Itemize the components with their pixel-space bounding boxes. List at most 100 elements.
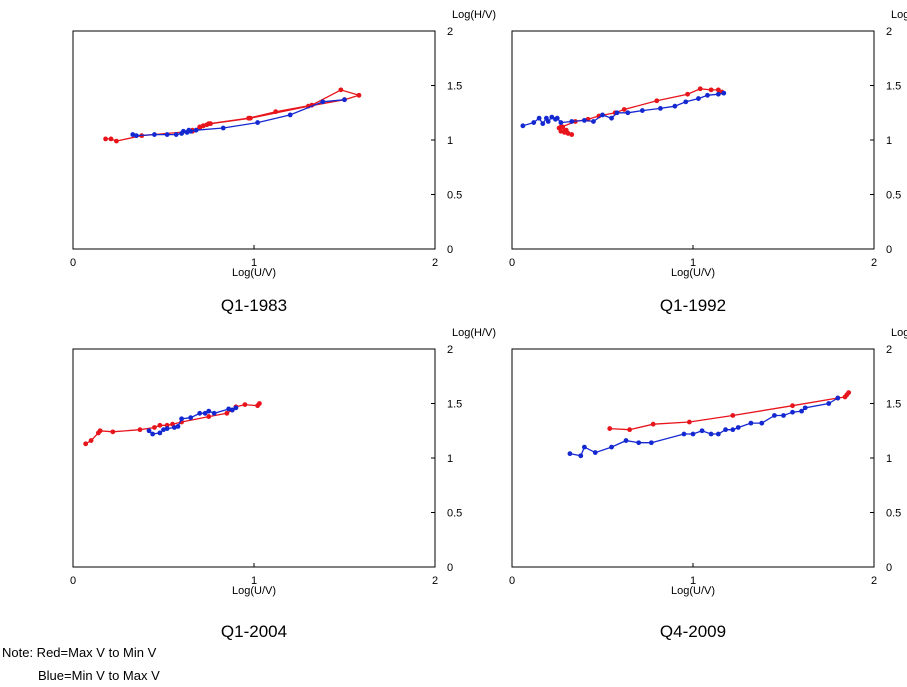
data-point-red bbox=[273, 109, 279, 115]
data-point-red bbox=[97, 428, 103, 434]
data-point-blue bbox=[625, 110, 631, 116]
data-point-blue bbox=[781, 413, 786, 418]
data-point-blue bbox=[614, 110, 620, 116]
data-point-blue bbox=[609, 115, 614, 121]
data-point-blue bbox=[690, 431, 696, 437]
y-axis-label: Log(H/V) bbox=[891, 327, 907, 339]
x-axis-label: Log(U/V) bbox=[232, 585, 276, 597]
y-tick-label: 2 bbox=[447, 344, 453, 356]
data-point-blue bbox=[708, 431, 714, 437]
data-point-red bbox=[242, 402, 248, 407]
data-point-blue bbox=[164, 426, 170, 431]
data-point-red bbox=[206, 414, 212, 419]
data-point-red bbox=[569, 132, 575, 137]
data-point-blue bbox=[545, 119, 551, 124]
data-point-blue bbox=[582, 117, 587, 123]
data-point-red bbox=[686, 419, 692, 425]
data-point-red bbox=[844, 392, 850, 398]
chart-caption: Q1-1992 bbox=[660, 296, 726, 315]
data-point-blue bbox=[133, 133, 139, 139]
data-point-red bbox=[607, 426, 613, 431]
data-point-red bbox=[356, 92, 362, 98]
data-point-blue bbox=[211, 410, 217, 416]
y-tick-label: 0.5 bbox=[886, 190, 901, 202]
data-point-blue bbox=[835, 395, 841, 401]
chart-caption: Q1-1983 bbox=[221, 296, 287, 315]
data-point-blue bbox=[672, 103, 678, 109]
y-tick-label: 2 bbox=[886, 344, 892, 356]
y-tick-label: 1.5 bbox=[447, 81, 462, 93]
data-point-red bbox=[88, 438, 94, 443]
data-point-blue bbox=[540, 121, 546, 127]
data-point-blue bbox=[233, 405, 239, 411]
series-line-red bbox=[105, 89, 362, 142]
y-tick-label: 2 bbox=[447, 26, 453, 38]
data-point-blue bbox=[681, 431, 687, 437]
y-tick-label: 1 bbox=[886, 135, 892, 147]
data-point-blue bbox=[636, 440, 642, 446]
data-point-blue bbox=[696, 96, 701, 101]
data-point-blue bbox=[578, 453, 584, 459]
y-tick-label: 0 bbox=[447, 244, 453, 256]
y-tick-label: 1.5 bbox=[886, 81, 901, 93]
data-point-blue bbox=[715, 431, 721, 437]
data-point-blue bbox=[826, 401, 832, 406]
data-point-red bbox=[257, 401, 262, 406]
y-tick-label: 0 bbox=[447, 562, 453, 574]
data-point-blue bbox=[715, 91, 721, 97]
y-tick-label: 1 bbox=[886, 453, 892, 465]
data-point-red bbox=[83, 441, 89, 447]
data-point-red bbox=[715, 87, 721, 93]
x-tick-label: 1 bbox=[690, 575, 696, 587]
chart-caption: Q4-2009 bbox=[660, 622, 726, 641]
x-tick-label: 0 bbox=[70, 575, 76, 587]
data-point-blue bbox=[592, 450, 598, 455]
data-point-blue bbox=[531, 120, 537, 125]
data-point-red bbox=[108, 136, 114, 142]
y-tick-label: 0.5 bbox=[447, 190, 462, 202]
chart-caption: Q1-2004 bbox=[221, 622, 287, 641]
data-point-blue bbox=[179, 416, 185, 422]
data-point-blue bbox=[699, 428, 705, 434]
x-axis-label: Log(U/V) bbox=[671, 267, 715, 279]
data-point-red bbox=[200, 123, 206, 129]
data-point-blue bbox=[152, 132, 157, 137]
x-tick-label: 0 bbox=[70, 257, 76, 269]
x-tick-label: 2 bbox=[871, 257, 877, 269]
x-axis-label: Log(U/V) bbox=[671, 585, 715, 597]
data-point-red bbox=[152, 425, 157, 430]
data-point-blue bbox=[730, 427, 736, 433]
data-point-red bbox=[157, 422, 163, 428]
data-point-blue bbox=[536, 115, 542, 121]
x-tick-label: 0 bbox=[509, 575, 515, 587]
y-tick-label: 1 bbox=[447, 453, 453, 465]
data-point-red bbox=[790, 403, 795, 409]
plot-frame bbox=[511, 348, 875, 568]
y-tick-label: 0.5 bbox=[447, 508, 462, 520]
data-point-blue bbox=[320, 99, 326, 105]
data-point-red bbox=[204, 122, 210, 128]
data-point-red bbox=[654, 98, 660, 104]
data-point-blue bbox=[188, 415, 194, 421]
data-point-blue bbox=[623, 438, 629, 443]
y-tick-label: 0 bbox=[886, 244, 892, 256]
data-point-blue bbox=[220, 125, 226, 131]
data-point-blue bbox=[648, 440, 654, 446]
data-point-blue bbox=[609, 444, 614, 450]
y-tick-label: 1.5 bbox=[447, 399, 462, 411]
data-point-blue bbox=[554, 115, 560, 121]
data-point-blue bbox=[287, 112, 293, 118]
data-point-red bbox=[338, 87, 344, 93]
data-point-red bbox=[208, 121, 213, 127]
data-point-red bbox=[247, 115, 253, 121]
data-point-blue bbox=[171, 425, 177, 430]
data-point-red bbox=[563, 127, 569, 133]
note-line-1: Note: Red=Max V to Min V bbox=[2, 645, 157, 660]
plot-frame bbox=[511, 30, 875, 250]
data-point-blue bbox=[723, 427, 728, 433]
data-point-blue bbox=[202, 410, 208, 416]
data-point-blue bbox=[146, 428, 152, 434]
